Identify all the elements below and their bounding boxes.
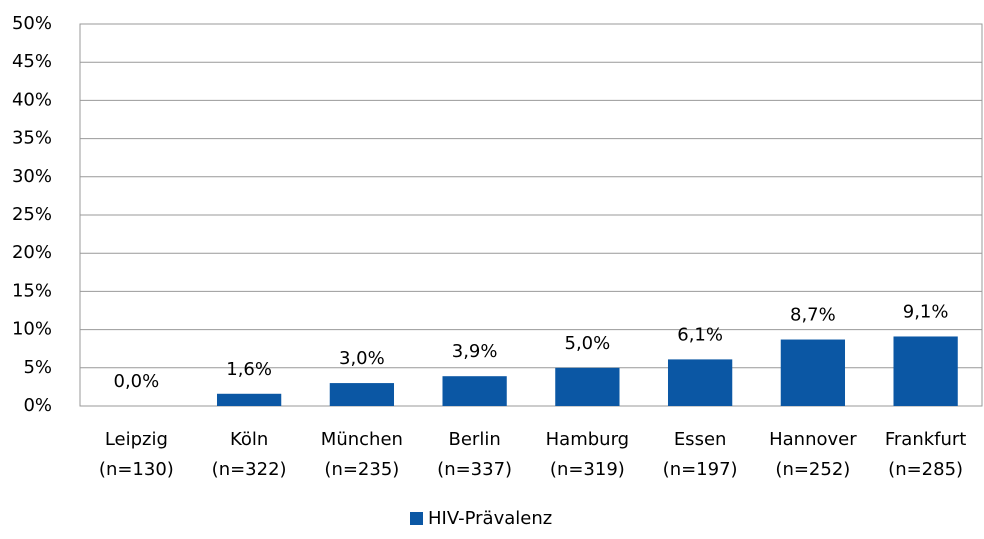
bar: [329, 383, 395, 406]
y-tick-label: 20%: [12, 242, 52, 263]
legend-label: HIV-Prävalenz: [428, 508, 552, 529]
x-tick-label: Hannover (n=252): [769, 429, 857, 480]
y-tick-label: 10%: [12, 319, 52, 340]
x-tick-label: Frankfurt (n=285): [885, 429, 967, 480]
x-tick-label: Köln (n=322): [212, 429, 287, 480]
x-tick-label: Essen (n=197): [663, 429, 738, 480]
value-label: 3,9%: [452, 341, 498, 362]
value-label: 0,0%: [114, 371, 160, 392]
x-tick-label: Hamburg (n=319): [546, 429, 629, 480]
x-tick-label: Berlin (n=337): [437, 429, 512, 480]
value-label: 1,6%: [226, 359, 272, 380]
y-tick-label: 45%: [12, 51, 52, 72]
y-tick-label: 0%: [23, 395, 52, 416]
bar: [216, 393, 282, 406]
value-label: 9,1%: [903, 301, 949, 322]
y-tick-label: 35%: [12, 128, 52, 149]
value-label: 6,1%: [677, 324, 723, 345]
value-label: 8,7%: [790, 305, 836, 326]
y-tick-label: 30%: [12, 166, 52, 187]
bar: [780, 339, 846, 406]
y-tick-label: 15%: [12, 280, 52, 301]
y-tick-label: 50%: [12, 13, 52, 34]
legend-swatch: [410, 512, 423, 525]
y-tick-label: 40%: [12, 89, 52, 110]
x-tick-label: Leipzig (n=130): [99, 429, 174, 480]
bar: [555, 367, 620, 406]
y-tick-label: 25%: [12, 204, 52, 225]
x-tick-label: München (n=235): [321, 429, 403, 480]
bar: [893, 336, 958, 406]
value-label: 3,0%: [339, 348, 385, 369]
bar: [442, 376, 507, 406]
bar: [667, 359, 733, 406]
y-tick-label: 5%: [23, 357, 52, 378]
value-label: 5,0%: [565, 333, 611, 354]
